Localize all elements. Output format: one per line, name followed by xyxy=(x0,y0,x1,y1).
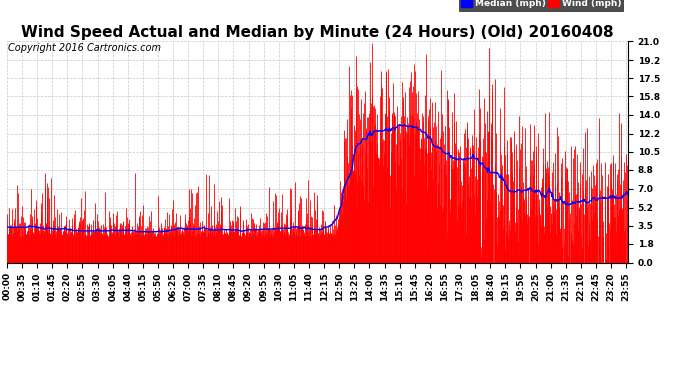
Title: Wind Speed Actual and Median by Minute (24 Hours) (Old) 20160408: Wind Speed Actual and Median by Minute (… xyxy=(21,25,613,40)
Text: Copyright 2016 Cartronics.com: Copyright 2016 Cartronics.com xyxy=(8,43,161,53)
Legend: Median (mph), Wind (mph): Median (mph), Wind (mph) xyxy=(459,0,623,10)
